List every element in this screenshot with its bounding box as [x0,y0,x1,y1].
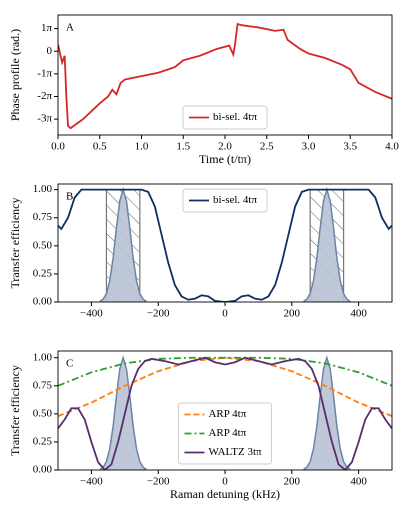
y-axis-label: Phase profile (rad.) [8,29,22,121]
y-tick-label: -2π [37,90,52,102]
x-tick-label: 0 [222,476,228,488]
legend-label: ARP 4tπ [208,427,246,439]
panel-label: B [66,191,73,203]
axes-frame [57,350,393,471]
legend-box [182,188,268,213]
x-tick-label: 4.0 [385,141,399,153]
area [303,357,351,470]
line [58,356,392,387]
legend: bi-sel. 4tπ [182,105,268,130]
x-tick-label: 0 [222,308,228,320]
y-tick-label: 0.50 [33,407,53,419]
axes-frame [57,14,393,136]
y-tick-label: 0.00 [33,296,53,308]
line [303,355,351,470]
panel-label: A [66,22,74,34]
x-tick-label: 1.5 [176,141,190,153]
line [99,355,147,470]
x-tick-label: 0.5 [93,141,107,153]
y-tick-label: -3π [37,113,52,125]
x-tick-label: 1.0 [135,141,149,153]
legend-label: ARP 4tπ [208,408,246,420]
x-tick-label: 3.0 [302,141,316,153]
legend-box [177,402,273,465]
x-axis-label: Raman detuning (kHz) [170,487,280,501]
x-tick-label: 0.0 [51,141,65,153]
x-tick-label: 400 [350,476,367,488]
panel-label: C [66,358,73,370]
y-axis-label: Transfer efficiency [8,198,22,289]
y-tick-label: 1π [41,22,53,34]
plot-area [58,186,392,302]
y-axis-label: Transfer efficiency [8,365,22,456]
x-tick-label: −400 [80,308,103,320]
line [58,188,392,302]
y-tick-label: -1π [37,67,52,79]
plot-area [58,22,392,130]
area [99,357,147,470]
y-tick-label: 1.00 [33,183,53,195]
x-tick-label: 400 [350,308,367,320]
plot-area [58,355,392,470]
legend-label: bi-sel. 4tπ [213,111,257,123]
legend-label: bi-sel. 4tπ [213,194,257,206]
x-tick-label: 200 [284,476,301,488]
legend: bi-sel. 4tπ [182,188,268,213]
line [58,22,392,130]
y-tick-label: 0.75 [33,379,53,391]
legend: ARP 4tπ ARP 4tπ WALTZ 3tπ [177,402,273,465]
x-tick-label: −400 [80,476,103,488]
line [58,356,392,470]
y-tick-label: 0.75 [33,211,53,223]
x-axis-label: Time (t/tπ) [199,152,251,166]
x-tick-label: 2.5 [260,141,274,153]
y-tick-label: 0.00 [33,464,53,476]
y-tick-label: 0.25 [33,267,53,279]
legend-label: WALTZ 3tπ [208,446,262,458]
axes-frame [57,183,393,303]
y-tick-label: 1.00 [33,351,53,363]
legend-box [182,105,268,130]
x-tick-label: −200 [147,476,170,488]
x-tick-label: 200 [284,308,301,320]
y-tick-label: 0.25 [33,435,53,447]
x-tick-label: 2.0 [218,141,232,153]
y-tick-label: 0.50 [33,239,53,251]
x-tick-label: −200 [147,308,170,320]
x-tick-label: 3.5 [343,141,357,153]
y-tick-label: 0 [47,45,53,57]
